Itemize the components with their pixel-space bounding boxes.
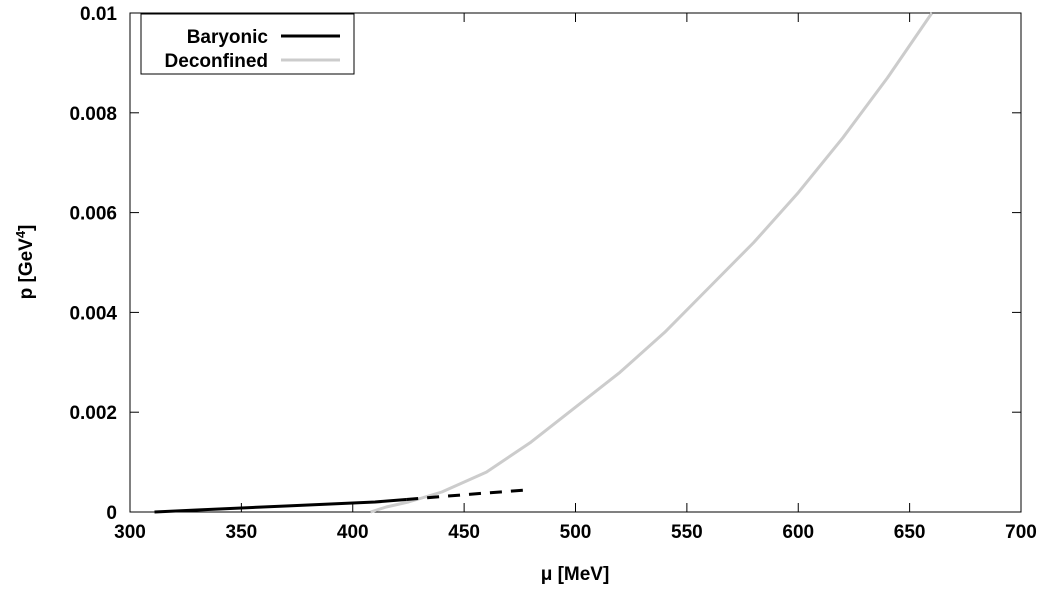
x-tick-label: 400 [337,522,369,543]
y-tick-label: 0.004 [69,303,117,324]
y-axis-label-close: ] [16,225,37,231]
x-tick-label: 550 [671,522,703,543]
legend-label-deconfined: Deconfined [165,51,268,72]
y-tick-label: 0.01 [80,4,117,25]
y-tick-label: 0 [106,503,117,524]
series-baryonic-solid [154,498,407,514]
series-deconfined [370,12,934,514]
y-axis-label: p [GeV4] [13,225,38,300]
x-tick-label: 600 [782,522,814,543]
y-axis-label-main: p [GeV [16,238,37,300]
y-tick-label: 0.008 [69,104,117,125]
x-tick-label: 350 [226,522,258,543]
x-tick-label: 300 [114,522,146,543]
x-tick-label: 700 [1005,522,1037,543]
x-axis-ticks: 300 350 400 450 500 550 600 650 700 [114,13,1037,543]
legend: Baryonic Deconfined [140,13,355,75]
x-tick-label: 450 [448,522,480,543]
x-axis-label: μ [MeV] [541,564,610,585]
y-axis-label-sup: 4 [13,230,28,238]
x-tick-label: 650 [894,522,926,543]
y-tick-label: 0.006 [69,204,117,225]
plot-area-frame [129,12,1022,513]
legend-label-baryonic: Baryonic [187,27,269,48]
series-layer [154,12,934,514]
x-tick-label: 500 [560,522,592,543]
legend-box [140,13,355,75]
y-axis-ticks: 0 0.002 0.004 0.006 0.008 0.01 [69,4,1021,524]
y-tick-label: 0.002 [69,403,117,424]
